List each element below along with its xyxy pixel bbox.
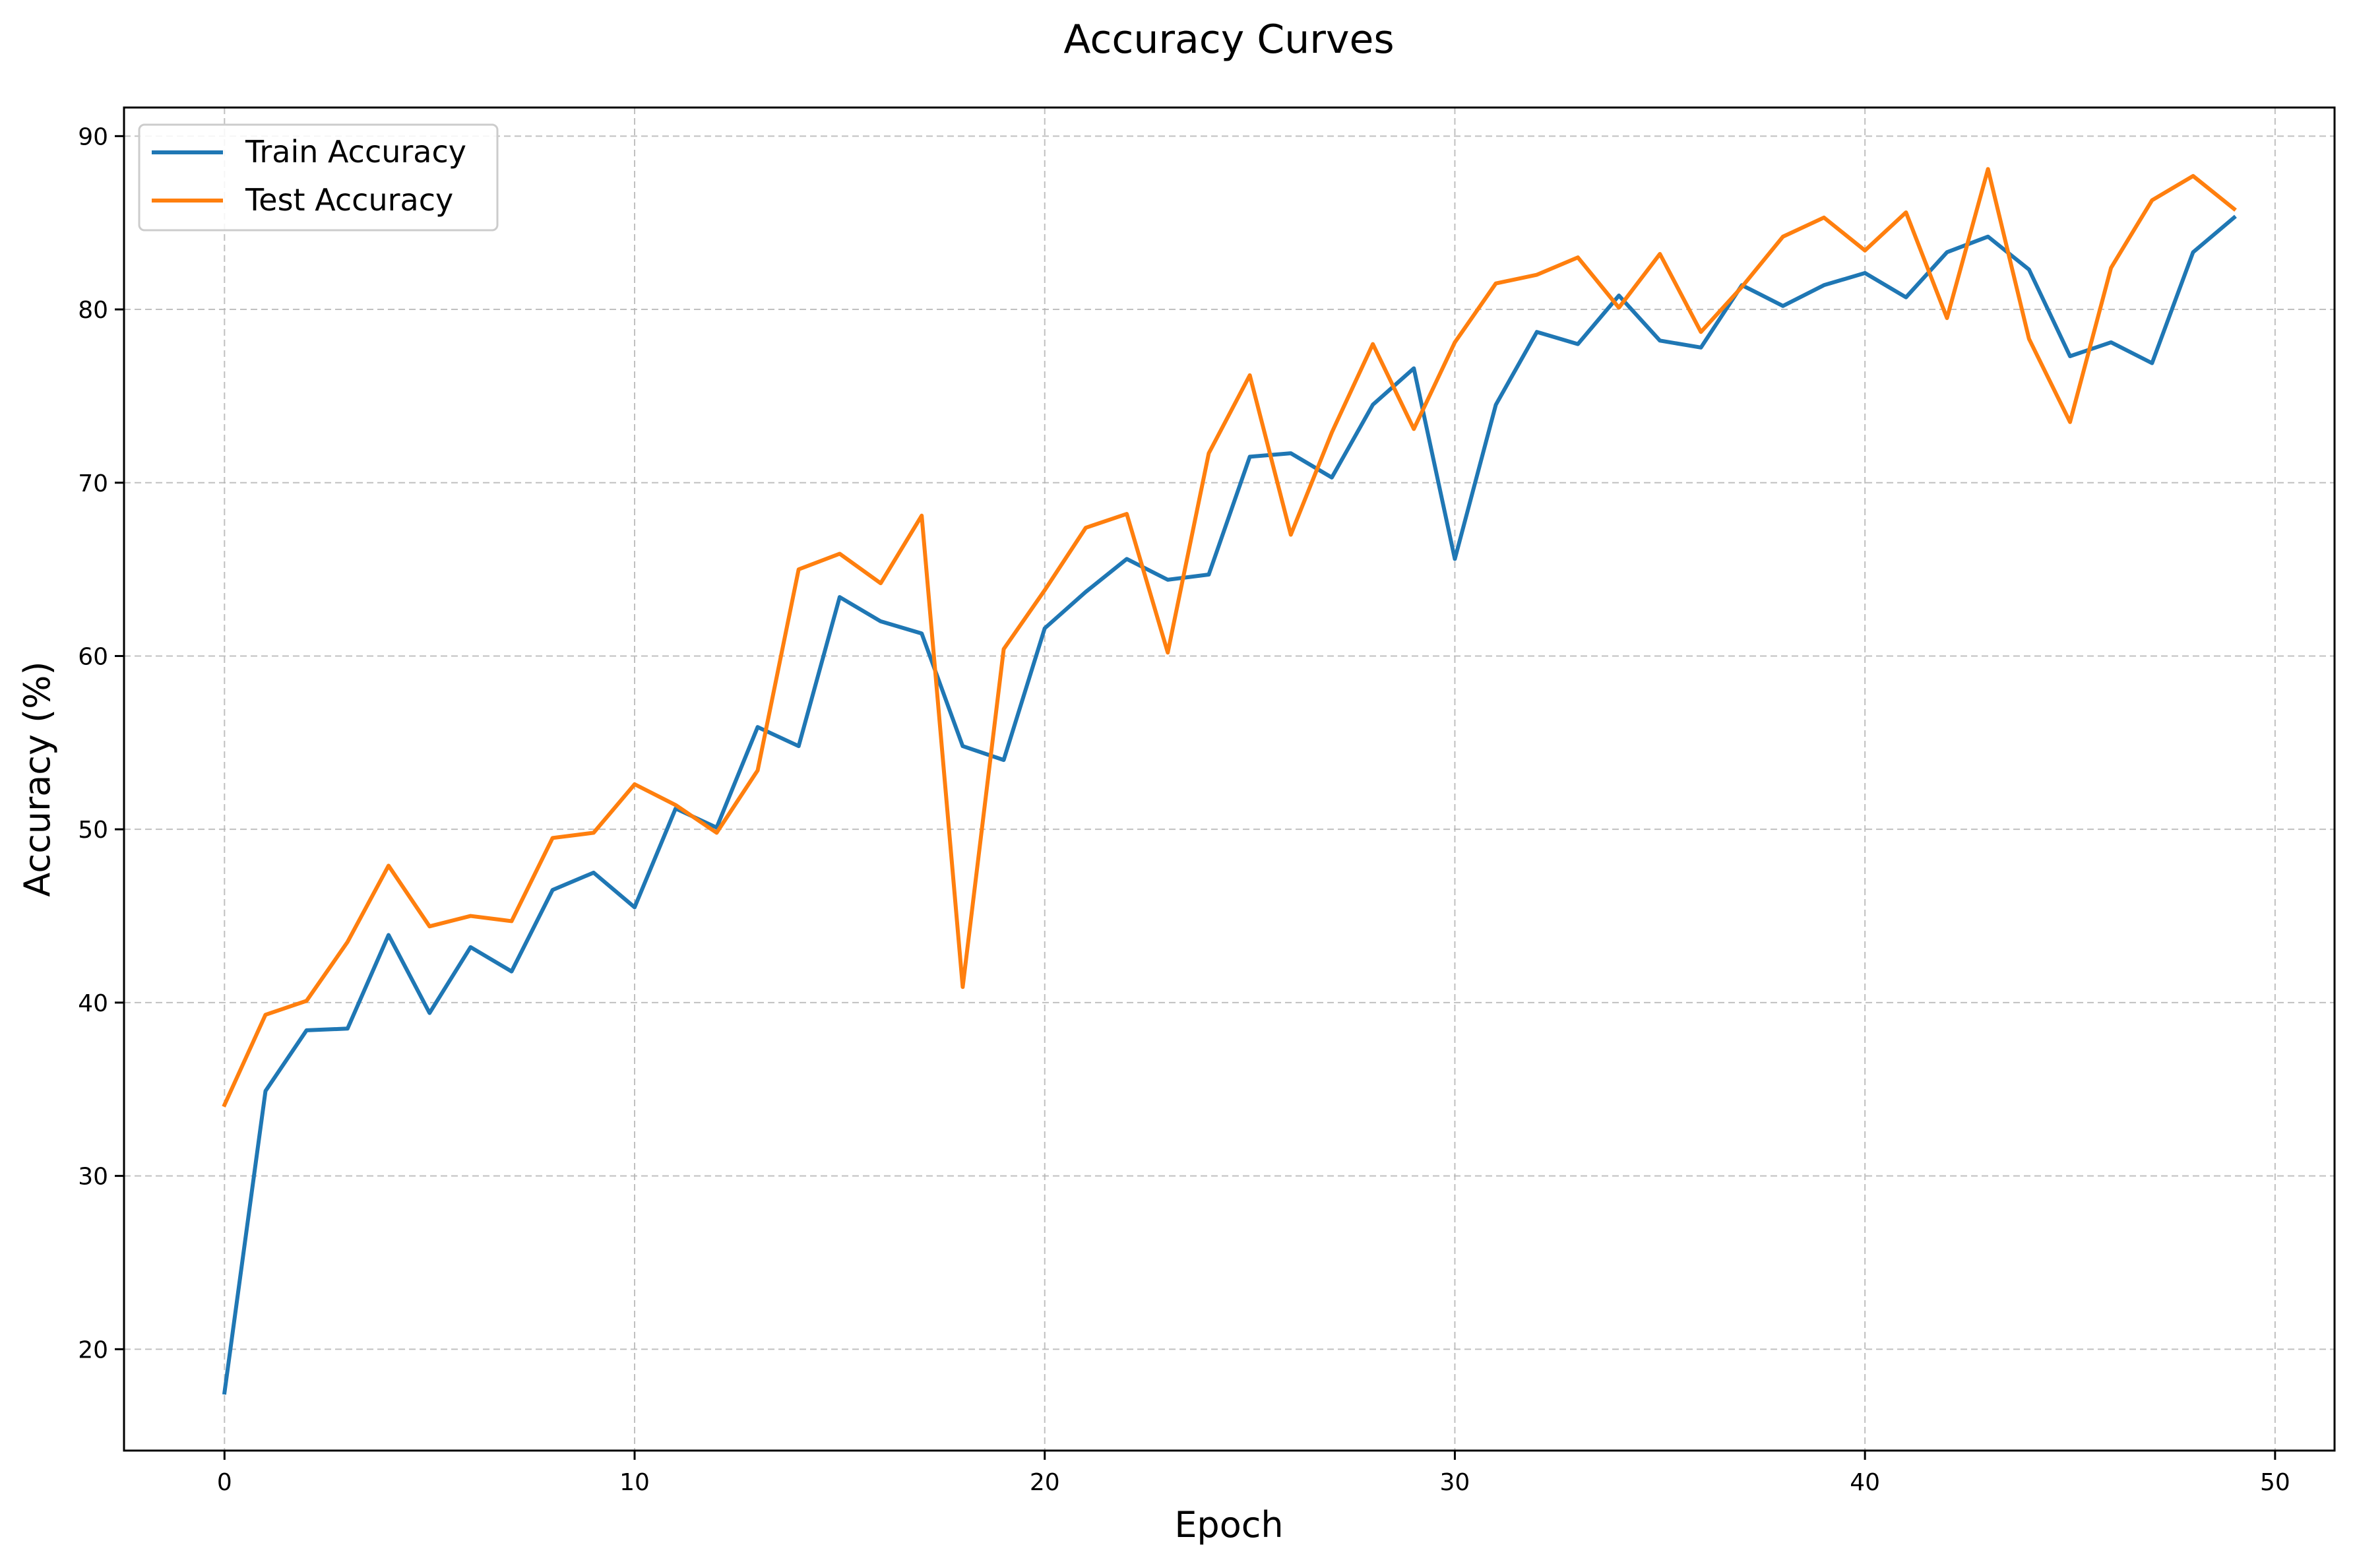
y-axis-label: Accuracy (%) bbox=[16, 661, 58, 896]
x-tick-label: 40 bbox=[1850, 1469, 1880, 1496]
x-tick-label: 50 bbox=[2260, 1469, 2290, 1496]
y-axis-ticks: 20 30 40 50 60 70 80 90 bbox=[78, 123, 124, 1364]
y-tick-label: 50 bbox=[78, 817, 108, 844]
x-axis-ticks: 0 10 20 30 40 50 bbox=[217, 1451, 2290, 1496]
legend-box bbox=[138, 123, 499, 232]
y-tick-label: 40 bbox=[78, 990, 108, 1017]
grid bbox=[124, 108, 2335, 1451]
legend-label-test: Test Accuracy bbox=[245, 182, 453, 218]
chart-title: Accuracy Curves bbox=[1063, 16, 1394, 63]
x-tick-label: 0 bbox=[217, 1469, 232, 1496]
y-tick-label: 70 bbox=[78, 470, 108, 497]
x-axis-label: Epoch bbox=[1174, 1504, 1283, 1546]
plot-area-frame bbox=[123, 106, 2336, 1452]
x-tick-label: 30 bbox=[1440, 1469, 1470, 1496]
y-tick-label: 90 bbox=[78, 123, 108, 150]
y-tick-label: 80 bbox=[78, 297, 108, 324]
x-tick-label: 10 bbox=[619, 1469, 650, 1496]
y-tick-label: 20 bbox=[78, 1336, 108, 1364]
series-line-test-accuracy bbox=[222, 167, 2237, 1108]
series-line-train-accuracy bbox=[222, 214, 2237, 1395]
legend-label-train: Train Accuracy bbox=[245, 134, 466, 170]
x-tick-label: 20 bbox=[1030, 1469, 1060, 1496]
y-tick-label: 60 bbox=[78, 643, 108, 670]
legend: Train Accuracy Test Accuracy bbox=[138, 123, 499, 232]
series-lines bbox=[222, 167, 2237, 1395]
y-tick-label: 30 bbox=[78, 1164, 108, 1191]
